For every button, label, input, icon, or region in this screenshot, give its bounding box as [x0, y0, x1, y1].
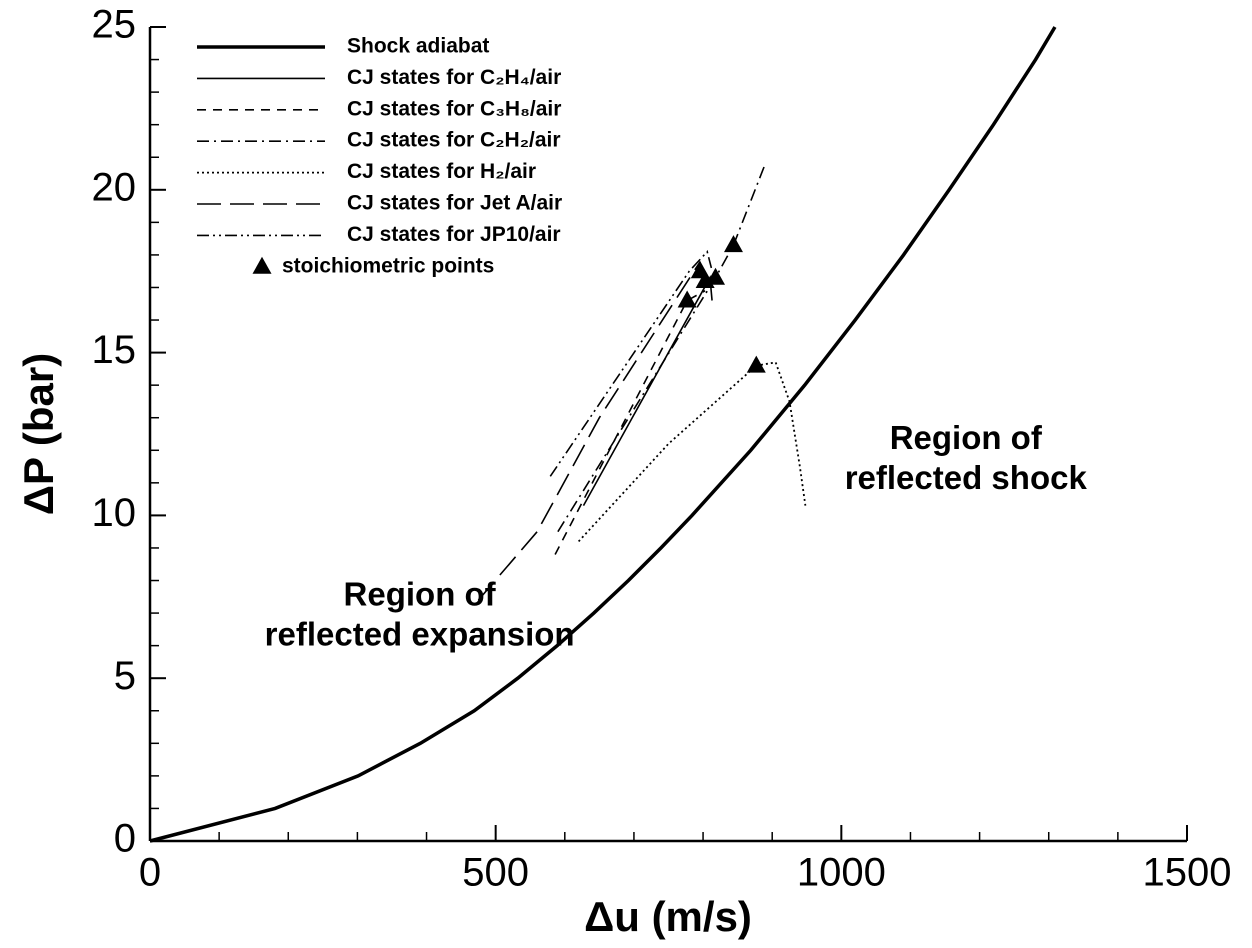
- legend-label: CJ states for C₂H₄/air: [347, 66, 561, 89]
- annotation: reflected shock: [845, 459, 1088, 496]
- x-tick-label: 500: [462, 851, 529, 895]
- legend-label: CJ states for JP10/air: [347, 223, 561, 246]
- stoichiometric-point: [723, 235, 743, 253]
- annotation: Region of: [344, 576, 497, 613]
- legend-label: Shock adiabat: [347, 35, 489, 58]
- y-tick-label: 15: [92, 328, 137, 372]
- y-tick-label: 0: [114, 817, 136, 861]
- legend-label: CJ states for C₂H₂/air: [347, 129, 561, 152]
- annotation: reflected expansion: [265, 616, 575, 653]
- legend-label: CJ states for Jet A/air: [347, 192, 562, 215]
- stoichiometric-point: [746, 355, 766, 373]
- legend-label: CJ states for C₃H₈/air: [347, 97, 561, 120]
- y-axis-title: ΔP (bar): [15, 353, 62, 515]
- series-line: [557, 163, 767, 533]
- series-line: [477, 260, 701, 601]
- x-tick-label: 0: [139, 851, 161, 895]
- y-tick-label: 20: [92, 165, 137, 209]
- stoichiometric-point: [677, 290, 697, 308]
- x-tick-label: 1500: [1143, 851, 1232, 895]
- series-line: [582, 275, 713, 507]
- y-tick-label: 25: [92, 3, 137, 47]
- y-tick-label: 5: [114, 654, 136, 698]
- y-tick-label: 10: [92, 491, 137, 535]
- stoichiometric-point: [706, 267, 726, 285]
- annotation: Region of: [890, 419, 1043, 456]
- legend-label: CJ states for H₂/air: [347, 160, 536, 183]
- legend-marker: [252, 256, 272, 274]
- x-axis-title: Δu (m/s): [584, 893, 752, 940]
- series-line: [149, 26, 1057, 843]
- x-tick-label: 1000: [797, 851, 886, 895]
- legend-label: stoichiometric points: [282, 254, 494, 277]
- series-line: [549, 250, 713, 477]
